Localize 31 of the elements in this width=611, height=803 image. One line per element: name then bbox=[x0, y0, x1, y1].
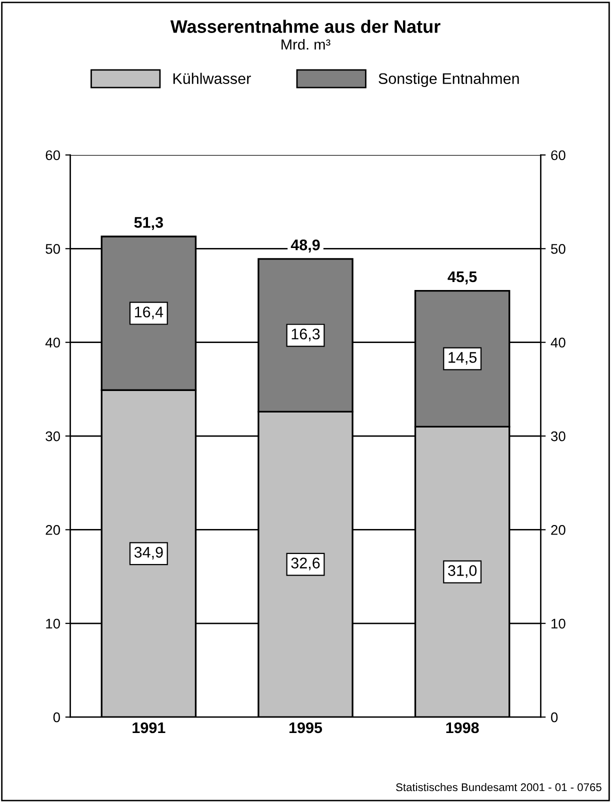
chart-title: Wasserentnahme aus der Natur bbox=[170, 20, 440, 33]
x-tick-label: 1991 bbox=[132, 722, 166, 734]
y-tick-label: 20 bbox=[46, 525, 60, 535]
y2-tick-label: 50 bbox=[551, 244, 566, 254]
total-label: 45,5 bbox=[448, 272, 477, 284]
y-tick-label: 0 bbox=[53, 712, 60, 722]
y2-tick-label: 40 bbox=[550, 338, 566, 348]
legend-label: Sonstige Entnahmen bbox=[378, 72, 519, 88]
x-tick-label: 1995 bbox=[289, 722, 322, 734]
data-label: 16,4 bbox=[134, 306, 164, 320]
y-tick-label: 50 bbox=[46, 244, 60, 254]
y2-tick-label: 60 bbox=[551, 150, 566, 160]
chart-subtitle: Mrd. m³ bbox=[282, 38, 330, 50]
y2-tick-label: 30 bbox=[550, 431, 566, 442]
text: Statistisches Bundesamt 2001 - 01 - 0765 bbox=[396, 783, 602, 792]
y-tick-label: 30 bbox=[46, 431, 60, 442]
y-tick-label: 40 bbox=[45, 338, 60, 348]
data-label: 16,3 bbox=[292, 328, 320, 342]
data-label: 32,6 bbox=[291, 558, 320, 570]
y2-tick-label: 10 bbox=[552, 618, 566, 629]
y2-tick-label: 0 bbox=[551, 712, 558, 722]
data-label: 14,5 bbox=[448, 352, 477, 365]
x-tick-label: 1998 bbox=[446, 722, 479, 734]
y2-tick-label: 20 bbox=[551, 525, 566, 535]
total-label: 51,3 bbox=[134, 217, 163, 230]
legend-label: Kühlwasser bbox=[173, 72, 251, 84]
data-label: 31,0 bbox=[448, 565, 477, 578]
y-tick-label: 10 bbox=[46, 618, 60, 629]
total-label: 48,9 bbox=[290, 240, 320, 253]
y-tick-label: 60 bbox=[46, 150, 60, 160]
data-label: 34,9 bbox=[134, 546, 163, 560]
